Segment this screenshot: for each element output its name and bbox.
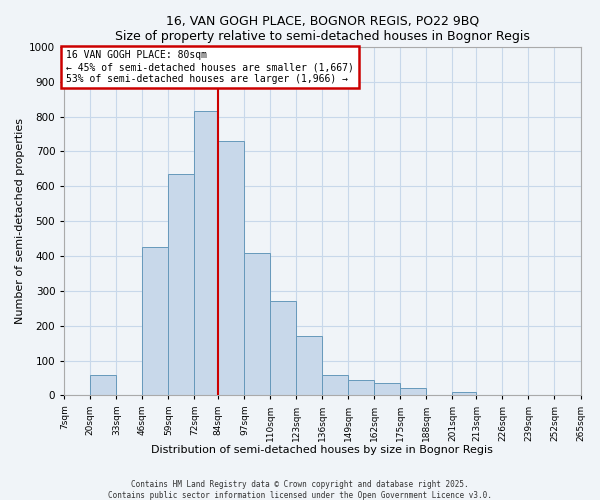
Bar [452, 392, 476, 396]
Bar [194, 112, 218, 396]
Y-axis label: Number of semi-detached properties: Number of semi-detached properties [15, 118, 25, 324]
Bar [244, 252, 271, 396]
Text: 16 VAN GOGH PLACE: 80sqm
← 45% of semi-detached houses are smaller (1,667)
53% o: 16 VAN GOGH PLACE: 80sqm ← 45% of semi-d… [67, 50, 354, 84]
Bar [296, 336, 322, 396]
Bar [322, 374, 349, 396]
Bar [349, 380, 374, 396]
Bar [271, 302, 296, 396]
X-axis label: Distribution of semi-detached houses by size in Bognor Regis: Distribution of semi-detached houses by … [151, 445, 493, 455]
Bar [374, 383, 400, 396]
Title: 16, VAN GOGH PLACE, BOGNOR REGIS, PO22 9BQ
Size of property relative to semi-det: 16, VAN GOGH PLACE, BOGNOR REGIS, PO22 9… [115, 15, 530, 43]
Bar [142, 248, 169, 396]
Bar [218, 141, 244, 396]
Text: Contains HM Land Registry data © Crown copyright and database right 2025.
Contai: Contains HM Land Registry data © Crown c… [108, 480, 492, 500]
Bar [169, 174, 194, 396]
Bar [91, 374, 116, 396]
Bar [400, 388, 427, 396]
